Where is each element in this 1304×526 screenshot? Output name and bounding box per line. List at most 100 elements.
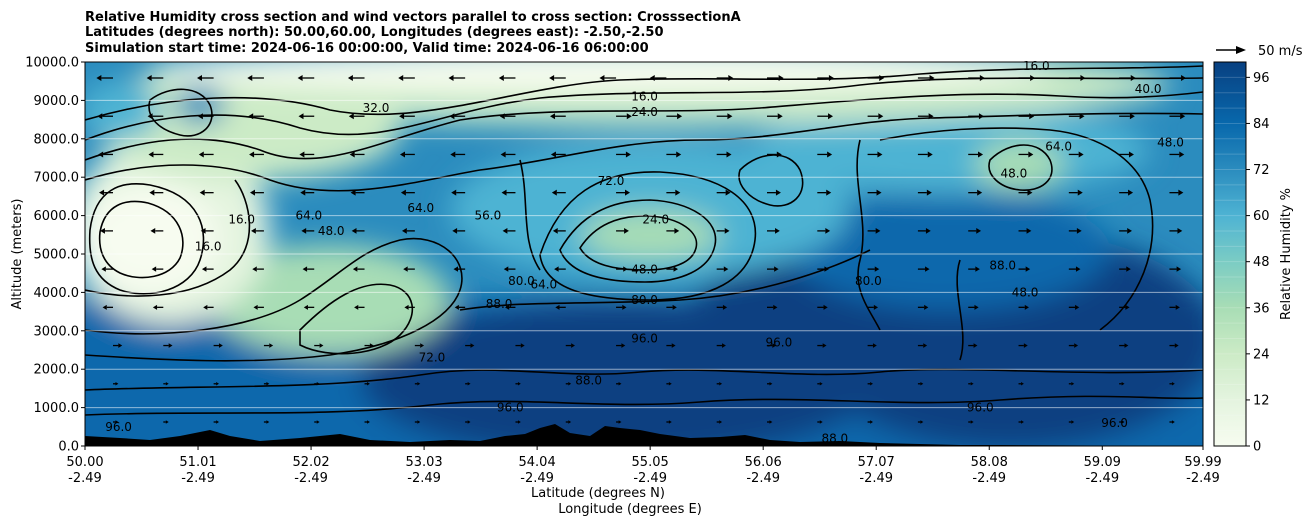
wind-vector-head (352, 266, 358, 272)
wind-vector-head (618, 420, 622, 424)
y-tick-label: 8000.0 (34, 132, 80, 147)
colorbar-tick-label: 96 (1253, 71, 1270, 86)
wind-vector-head (249, 189, 255, 196)
y-tick-label: 5000.0 (34, 248, 80, 263)
wind-vector-head (1124, 343, 1129, 348)
wind-vector-head (316, 382, 320, 386)
y-tick-label: 1000.0 (34, 401, 80, 416)
wind-vector-head (147, 113, 153, 120)
wind-vector-head (100, 228, 105, 234)
wind-vector-head (926, 189, 932, 196)
wind-vector-head (1181, 75, 1187, 81)
wind-vector-head (403, 266, 408, 272)
wind-vector-head (676, 151, 682, 158)
x-axis-ticks: 50.00-2.4951.01-2.4952.02-2.4953.03-2.49… (66, 446, 1222, 486)
wind-vector-head (674, 228, 680, 234)
wind-vector-head (550, 113, 556, 120)
wind-vector-head (928, 113, 934, 120)
wind-vector-head (152, 304, 158, 310)
wind-vector-head (450, 151, 456, 158)
wind-vector-head (929, 75, 935, 81)
wind-vector-head (723, 266, 729, 272)
wind-vector-head (877, 151, 883, 158)
wind-vector-head (350, 189, 356, 196)
wind-vector-head (1176, 266, 1182, 272)
wind-vector-head (925, 266, 930, 272)
x-tick-label-lat: 59.09 (1084, 455, 1121, 470)
wind-vector-head (925, 228, 931, 234)
wind-vector-head (199, 189, 205, 196)
contour-line (539, 171, 757, 301)
wind-vector-head (778, 75, 784, 81)
colorbar-tick-label: 0 (1253, 440, 1261, 455)
wind-vector-head (927, 151, 933, 158)
wind-vector-head (499, 113, 505, 120)
wind-vector-head (196, 75, 202, 81)
dry-region-south-core (85, 185, 220, 295)
plot-area (85, 62, 1203, 446)
wind-vector-head (203, 304, 208, 310)
wind-vector-head (1127, 228, 1132, 234)
wind-vector-head (1078, 151, 1084, 158)
contour-label: 16.0 (1023, 59, 1050, 73)
wind-vector-head (549, 75, 555, 81)
moist-spot-south-2 (175, 85, 225, 125)
wind-vector-head (151, 266, 157, 272)
wind-vector-head (1180, 113, 1186, 120)
y-tick-label: 10000.0 (25, 56, 79, 71)
wind-vector-head (1178, 189, 1184, 196)
contour-label: 16.0 (631, 90, 658, 104)
wind-vector-head (924, 304, 929, 310)
contour-line (148, 88, 213, 137)
wind-vector-head (1129, 113, 1135, 120)
wind-vector-head (302, 266, 308, 272)
wind-vector-head (1177, 228, 1183, 234)
wind-vector-head (552, 228, 558, 234)
wind-vector-head (399, 113, 405, 120)
wind-vector-head (351, 228, 357, 234)
wind-vector-head (824, 266, 829, 272)
contour-label: 40.0 (1135, 82, 1162, 96)
wind-vector-head (975, 266, 980, 272)
x-tick-label-lat: 50.00 (66, 455, 103, 470)
contour-line (85, 91, 1203, 161)
contour-label: 64.0 (530, 278, 557, 292)
contour-label: 56.0 (475, 209, 502, 223)
wind-vector-head (319, 343, 324, 348)
wind-vector-head (297, 75, 303, 81)
wind-vector-head (98, 151, 104, 158)
contour-label: 64.0 (407, 201, 434, 215)
y-tick-label: 7000.0 (34, 171, 80, 186)
dry-region-top-core (150, 62, 1050, 92)
wind-vector-head (517, 382, 521, 386)
wind-vector-head (722, 304, 728, 310)
wind-vector-head (1028, 151, 1034, 158)
wind-vector-head (367, 382, 370, 386)
wind-vector-head (252, 266, 257, 272)
wind-vector-head (498, 75, 504, 81)
contour-label: 96.0 (105, 420, 132, 434)
wind-vector-head (505, 304, 510, 310)
quiver-key: 50 m/s (1216, 44, 1303, 59)
colorbar-tick-label: 48 (1253, 255, 1270, 270)
wind-vector-head (347, 75, 353, 81)
colorbar-fill (1214, 62, 1246, 446)
wind-vector-head (367, 420, 370, 424)
wind-vector-head (247, 75, 253, 81)
wind-vector-head (1024, 304, 1029, 310)
wind-vector-head (872, 343, 877, 348)
wind-vector-head (148, 151, 154, 158)
colorbar-label: Relative Humidity % (1279, 188, 1294, 320)
moist-spot-south (85, 80, 160, 140)
x-tick-label-lon: -2.49 (181, 471, 215, 486)
wind-vector-head (1080, 75, 1086, 81)
x-tick-label-lon: -2.49 (859, 471, 893, 486)
x-tick-label-lat: 52.02 (292, 455, 329, 470)
wind-vector-head (873, 304, 879, 310)
wind-vectors (96, 75, 1187, 424)
contour-label: 88.0 (989, 259, 1016, 273)
wind-vector-head (1125, 304, 1130, 310)
wind-vector-head (825, 228, 831, 234)
wind-vector-head (150, 228, 156, 234)
